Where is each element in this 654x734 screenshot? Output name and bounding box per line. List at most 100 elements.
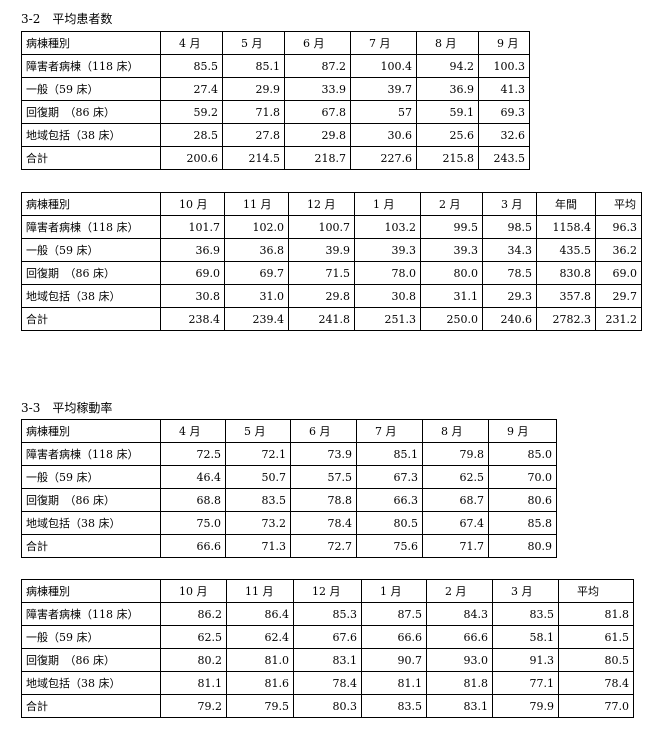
row-label: 地域包括（38 床） [21, 123, 161, 147]
table-cell: 84.3 [426, 602, 493, 626]
table-cell: 70.0 [488, 465, 557, 489]
row-label: 地域包括（38 床） [21, 284, 161, 308]
column-header-ward-type: 病棟種別 [21, 192, 161, 216]
table-cell: 79.8 [422, 442, 489, 466]
table-cell: 87.5 [361, 602, 427, 626]
column-header: 5 月 [222, 31, 285, 55]
table-cell: 36.8 [224, 238, 289, 262]
table-cell: 36.9 [160, 238, 225, 262]
table-cell: 75.0 [160, 511, 226, 535]
table-cell: 243.5 [478, 146, 530, 170]
table-cell: 27.8 [222, 123, 285, 147]
table-cell: 86.4 [226, 602, 294, 626]
table-row: 回復期 （86 床） 68.8 83.5 78.8 66.3 68.7 80.6 [21, 488, 557, 512]
column-header: 4 月 [160, 31, 223, 55]
table-cell: 83.5 [225, 488, 291, 512]
table-cell: 46.4 [160, 465, 226, 489]
table-cell: 250.0 [420, 307, 483, 331]
table-cell: 96.3 [595, 215, 642, 239]
table-cell: 34.3 [482, 238, 537, 262]
table-cell: 80.5 [558, 648, 634, 672]
table-row: 合計 66.6 71.3 72.7 75.6 71.7 80.9 [21, 534, 557, 558]
column-header: 10 月 [160, 192, 225, 216]
table-cell: 66.6 [160, 534, 226, 558]
table-cell: 80.9 [488, 534, 557, 558]
table-cell: 98.5 [482, 215, 537, 239]
column-header: 4 月 [160, 419, 226, 443]
column-header: 1 月 [361, 579, 427, 603]
table-cell: 78.4 [293, 671, 362, 695]
table-cell: 67.3 [356, 465, 423, 489]
column-header: 7 月 [356, 419, 423, 443]
table-cell: 83.1 [426, 694, 493, 718]
table-row: 合計 79.2 79.5 80.3 83.5 83.1 79.9 77.0 [21, 694, 634, 718]
table-cell: 81.8 [426, 671, 493, 695]
table-cell: 86.2 [160, 602, 227, 626]
table-cell: 239.4 [224, 307, 289, 331]
table-cell: 29.9 [222, 77, 285, 101]
table-cell: 85.5 [160, 54, 223, 78]
table-cell: 78.4 [290, 511, 357, 535]
table-cell: 78.5 [482, 261, 537, 285]
table-cell: 102.0 [224, 215, 289, 239]
table-row: 障害者病棟（118 床） 86.2 86.4 85.3 87.5 84.3 83.5 81.8 [21, 602, 634, 626]
table-cell: 39.7 [350, 77, 417, 101]
table-cell: 67.8 [284, 100, 351, 124]
column-header: 9 月 [478, 31, 530, 55]
table-cell: 238.4 [160, 307, 225, 331]
table-cell: 81.0 [226, 648, 294, 672]
table-cell: 31.1 [420, 284, 483, 308]
table-cell: 85.1 [356, 442, 423, 466]
column-header: 10 月 [160, 579, 227, 603]
column-header: 12 月 [293, 579, 362, 603]
table-cell: 57 [350, 100, 417, 124]
table-cell: 79.9 [492, 694, 559, 718]
table-row: 回復期 （86 床） 59.2 71.8 67.8 57 59.1 69.3 [21, 100, 530, 124]
table-cell: 2782.3 [536, 307, 596, 331]
column-header: 8 月 [422, 419, 489, 443]
table-cell: 71.7 [422, 534, 489, 558]
table-row: 回復期 （86 床） 80.2 81.0 83.1 90.7 93.0 91.3 80.5 [21, 648, 634, 672]
table-row: 回復期 （86 床） 69.0 69.7 71.5 78.0 80.0 78.5 830.8 6… [21, 261, 642, 285]
column-header-ward-type: 病棟種別 [21, 419, 161, 443]
table-cell: 87.2 [284, 54, 351, 78]
table-cell: 66.6 [361, 625, 427, 649]
table-cell: 29.7 [595, 284, 642, 308]
row-label: 回復期 （86 床） [21, 488, 161, 512]
table-cell: 73.2 [225, 511, 291, 535]
table-cell: 68.8 [160, 488, 226, 512]
table-cell: 69.0 [595, 261, 642, 285]
table-row: 障害者病棟（118 床） 85.5 85.1 87.2 100.4 94.2 100.3 [21, 54, 530, 78]
table-cell: 30.8 [354, 284, 421, 308]
table-cell: 39.3 [420, 238, 483, 262]
table-cell: 80.5 [356, 511, 423, 535]
section-title-avg-occupancy: 3-3 平均稼動率 [21, 401, 113, 415]
table-row: 一般（59 床） 36.9 36.8 39.9 39.3 39.3 34.3 435.5 36.… [21, 238, 642, 262]
table-cell: 68.7 [422, 488, 489, 512]
table-cell: 29.3 [482, 284, 537, 308]
table-cell: 62.5 [160, 625, 227, 649]
table-cell: 69.7 [224, 261, 289, 285]
row-label: 障害者病棟（118 床） [21, 54, 161, 78]
table-cell: 357.8 [536, 284, 596, 308]
table-cell: 100.7 [288, 215, 355, 239]
table-cell: 67.6 [293, 625, 362, 649]
table-cell: 85.3 [293, 602, 362, 626]
table-row: 地域包括（38 床） 75.0 73.2 78.4 80.5 67.4 85.8 [21, 511, 557, 535]
table-cell: 32.6 [478, 123, 530, 147]
table-cell: 66.3 [356, 488, 423, 512]
section-title-avg-patients: 3-2 平均患者数 [21, 12, 113, 26]
column-header: 8 月 [416, 31, 479, 55]
table-cell: 28.5 [160, 123, 223, 147]
table-cell: 81.8 [558, 602, 634, 626]
row-label: 一般（59 床） [21, 465, 161, 489]
table-cell: 62.4 [226, 625, 294, 649]
table-cell: 83.5 [492, 602, 559, 626]
table-cell: 231.2 [595, 307, 642, 331]
